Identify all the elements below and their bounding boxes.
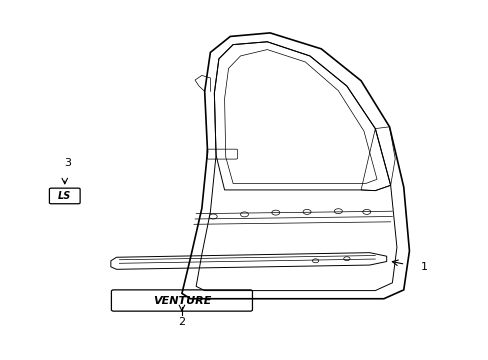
Text: 2: 2	[178, 317, 185, 327]
Text: VENTURE: VENTURE	[152, 296, 211, 306]
Text: LS: LS	[58, 191, 71, 201]
Text: 1: 1	[420, 262, 427, 272]
Text: 3: 3	[64, 158, 72, 168]
